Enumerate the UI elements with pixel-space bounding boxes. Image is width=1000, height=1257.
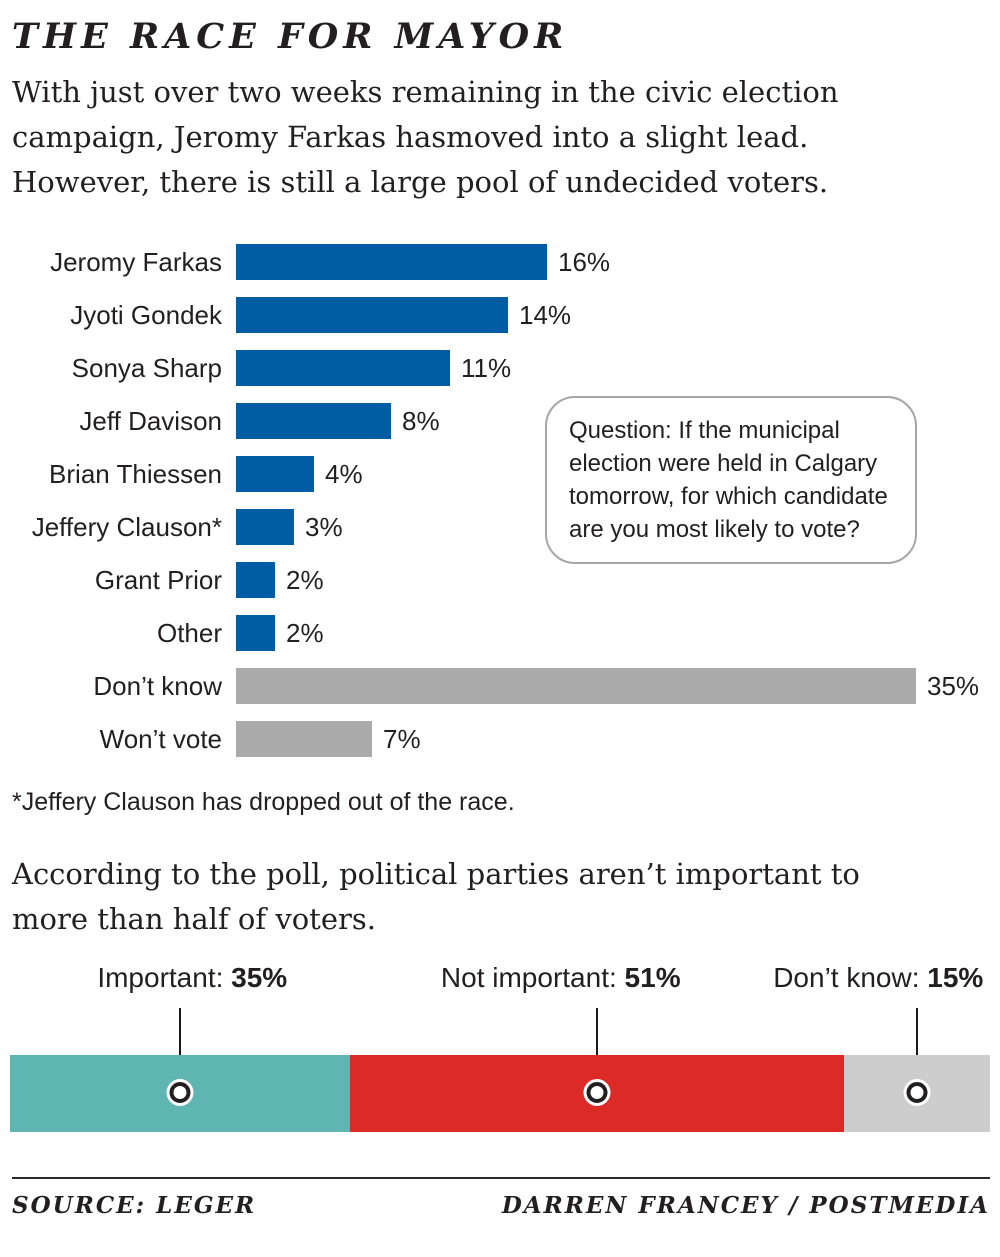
footer-divider [12, 1177, 990, 1179]
category-label: Sonya Sharp [71, 352, 222, 383]
category-label: Don’t know [93, 670, 222, 701]
category-label: Jeromy Farkas [50, 246, 222, 277]
bar-row: Jyoti Gondek 14% [12, 297, 988, 333]
value-label: 7% [383, 723, 421, 754]
bar [236, 562, 275, 598]
segment-caption: Not important: 51% [441, 962, 681, 994]
bar [236, 668, 916, 704]
category-label: Grant Prior [94, 564, 222, 595]
mayor-poll-bar-chart: Jeromy Farkas 16% Jyoti Gondek 14% Sonya Sha… [12, 244, 988, 774]
segment-caption-text: Don’t know: [773, 962, 928, 993]
bar [236, 456, 314, 492]
footer: SOURCE: LEGER DARREN FRANCEY / POSTMEDIA [12, 1192, 990, 1219]
bar-row: Jeff Davison 8% [12, 403, 988, 439]
segment-caption: Don’t know: 15% [773, 962, 983, 994]
bar [236, 721, 372, 757]
bar-row: Won’t vote 7% [12, 721, 988, 757]
footnote: *Jeffery Clauson has dropped out of the … [12, 788, 515, 816]
party-importance-stacked-chart: Important: 35% Not important: 51% Don’t kn… [10, 962, 990, 1142]
stacked-bar [10, 1055, 990, 1132]
segment-caption-value: 15% [927, 962, 984, 993]
intro-paragraph: With just over two weeks remaining in th… [12, 75, 839, 199]
leader-line [916, 1008, 919, 1093]
segment-caption-value: 35% [231, 962, 288, 993]
bar-row: Brian Thiessen 4% [12, 456, 988, 492]
leader-line [596, 1008, 599, 1093]
leader-line [178, 1008, 181, 1093]
value-label: 3% [305, 511, 343, 542]
value-label: 11% [461, 352, 512, 383]
bar [236, 509, 294, 545]
marker-circle-icon [586, 1082, 608, 1103]
bar [236, 297, 508, 333]
bar-row: Jeromy Farkas 16% [12, 244, 988, 280]
category-label: Other [156, 617, 222, 648]
marker-circle-icon [906, 1082, 928, 1103]
value-label: 2% [286, 564, 324, 595]
category-label: Won’t vote [99, 723, 222, 754]
value-label: 16% [558, 246, 611, 277]
segment-caption-text: Important: [97, 962, 232, 993]
poll-question-callout: Question: If the municipal election were… [545, 396, 917, 564]
parties-paragraph: According to the poll, political parties… [12, 857, 860, 936]
value-label: 14% [519, 299, 572, 330]
category-label: Jeff Davison [79, 405, 222, 436]
category-label: Brian Thiessen [49, 458, 222, 489]
category-label: Jyoti Gondek [70, 299, 222, 330]
category-label: Jeffery Clauson* [31, 511, 222, 542]
bar [236, 244, 547, 280]
segment-caption-text: Not important: [440, 962, 625, 993]
bar [236, 403, 391, 439]
bar-row: Grant Prior 2% [12, 562, 988, 598]
value-label: 8% [402, 405, 440, 436]
bar [236, 350, 450, 386]
value-label: 35% [927, 670, 980, 701]
marker-circle-icon [169, 1082, 191, 1103]
segment-caption: Important: 35% [97, 962, 287, 994]
value-label: 2% [286, 617, 324, 648]
bar-row: Sonya Sharp 11% [12, 350, 988, 386]
author-credit: DARREN FRANCEY / POSTMEDIA [501, 1192, 990, 1219]
bar [236, 615, 275, 651]
value-label: 4% [325, 458, 363, 489]
bar-row: Other 2% [12, 615, 988, 651]
page-title: THE RACE FOR MAYOR [12, 16, 569, 57]
bar-row: Jeffery Clauson* 3% [12, 509, 988, 545]
segment-caption-value: 51% [624, 962, 681, 993]
source-credit: SOURCE: LEGER [12, 1192, 257, 1219]
bar-row: Don’t know 35% [12, 668, 988, 704]
